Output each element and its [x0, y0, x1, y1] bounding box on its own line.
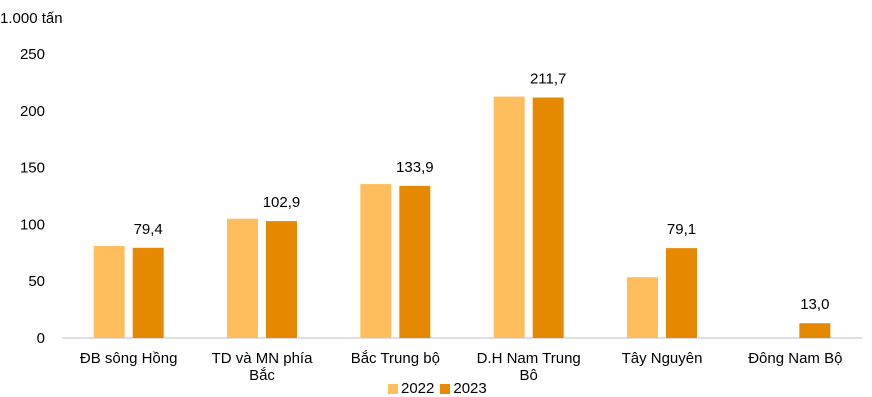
data-label-2023: 211,7 — [530, 71, 566, 88]
x-tick-label: Bắc — [249, 367, 275, 380]
legend-swatch-2023 — [440, 383, 451, 394]
y-tick-label: 150 — [20, 160, 45, 177]
x-tick-label: TD và MN phía — [212, 350, 314, 367]
data-label-2023: 102,9 — [263, 194, 301, 211]
legend-item-2022: 2022 — [388, 380, 434, 397]
bar-2023 — [666, 248, 697, 338]
x-tick-label: D.H Nam Trung — [477, 350, 581, 367]
data-label-2023: 13,0 — [800, 296, 829, 313]
legend-item-2023: 2023 — [440, 380, 487, 397]
y-tick-label: 100 — [20, 216, 45, 233]
x-tick-label: Bộ — [519, 367, 537, 380]
y-axis-unit-label: 1.000 tấn — [0, 10, 63, 27]
y-tick-label: 200 — [20, 103, 45, 120]
legend: 2022 2023 — [388, 380, 487, 397]
data-label-2023: 79,4 — [134, 221, 163, 238]
bar-2022 — [627, 277, 658, 338]
y-tick-label: 250 — [20, 46, 45, 63]
x-tick-label: Bắc Trung bộ — [351, 350, 440, 367]
legend-swatch-2022 — [388, 383, 398, 394]
bar-2023 — [132, 247, 164, 338]
bar-2022 — [93, 245, 125, 338]
legend-label-2022: 2022 — [401, 380, 435, 397]
x-tick-label: Tây Nguyên — [622, 350, 703, 367]
x-tick-label: Đông Nam Bộ — [748, 350, 842, 367]
y-tick-label: 50 — [28, 273, 45, 290]
x-tick-label: ĐB sông Hồng — [80, 350, 178, 367]
legend-label-2023: 2023 — [453, 380, 487, 397]
bar-2023 — [799, 323, 831, 338]
data-label-2023: 133,9 — [396, 159, 434, 176]
data-label-2023: 79,1 — [667, 221, 696, 238]
bar-2022 — [360, 184, 392, 338]
bar-2023 — [532, 97, 564, 339]
bar-2023 — [399, 185, 431, 338]
bar-2023 — [266, 221, 297, 338]
bar-2022 — [493, 96, 525, 338]
bar-2022 — [227, 218, 258, 338]
bar-chart: 0 50 100 150 200 250 79,4 ĐB sông Hồng 102,9 TD v… — [20, 46, 862, 380]
y-tick-label: 0 — [37, 330, 45, 347]
